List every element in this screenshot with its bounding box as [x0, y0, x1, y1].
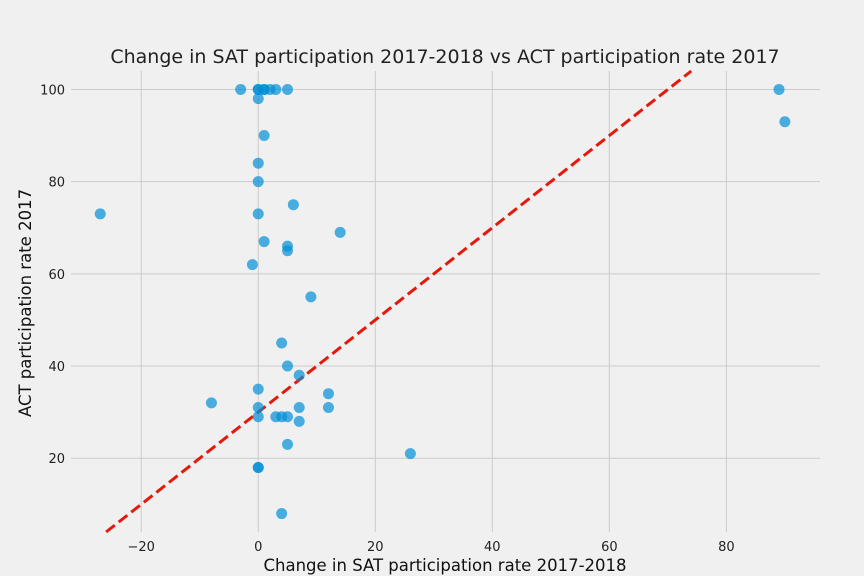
data-point [773, 83, 785, 95]
data-point [94, 208, 106, 220]
grid-layer [71, 71, 820, 532]
line-layer [105, 69, 693, 534]
x-axis-label: Change in SAT participation rate 2017-20… [263, 556, 626, 575]
data-point [282, 245, 294, 257]
data-point [276, 508, 288, 520]
x-tick-label: 80 [718, 540, 735, 555]
data-point [258, 130, 270, 142]
y-tick-label: 20 [48, 452, 65, 467]
data-point [235, 83, 247, 95]
x-tick-label: 40 [484, 540, 501, 555]
reference-line [105, 69, 693, 534]
data-point [252, 461, 264, 473]
data-point [282, 83, 294, 95]
data-point [334, 226, 346, 238]
data-point [246, 259, 258, 271]
data-point [293, 415, 305, 427]
data-point [276, 337, 288, 349]
data-point [322, 388, 334, 400]
tick-layer: −20 0 20 40 60 80 20 40 60 80 100 [40, 83, 734, 555]
y-axis-label: ACT participation rate 2017 [16, 189, 35, 417]
data-point [258, 236, 270, 248]
data-point [270, 83, 282, 95]
data-point [252, 93, 264, 105]
chart-title: Change in SAT participation 2017-2018 vs… [110, 46, 779, 68]
data-point [252, 157, 264, 169]
data-point [404, 448, 416, 460]
y-tick-label: 100 [40, 83, 65, 98]
x-tick-label: 20 [367, 540, 384, 555]
data-point [282, 411, 294, 423]
data-point [305, 291, 317, 303]
y-tick-label: 40 [48, 360, 65, 375]
data-point [287, 199, 299, 211]
x-tick-label: 0 [254, 540, 262, 555]
data-point [252, 402, 264, 414]
data-point [205, 397, 217, 409]
data-point [282, 360, 294, 372]
y-tick-label: 80 [48, 176, 65, 191]
data-point [282, 438, 294, 450]
y-tick-label: 60 [48, 268, 65, 283]
data-point [252, 383, 264, 395]
x-tick-label: 60 [601, 540, 618, 555]
data-point [779, 116, 791, 128]
data-point [252, 176, 264, 188]
data-point [322, 402, 334, 414]
data-point [252, 208, 264, 220]
x-tick-label: −20 [128, 540, 155, 555]
data-point [252, 411, 264, 423]
data-point [293, 402, 305, 414]
point-layer [94, 83, 791, 520]
data-point [293, 369, 305, 381]
